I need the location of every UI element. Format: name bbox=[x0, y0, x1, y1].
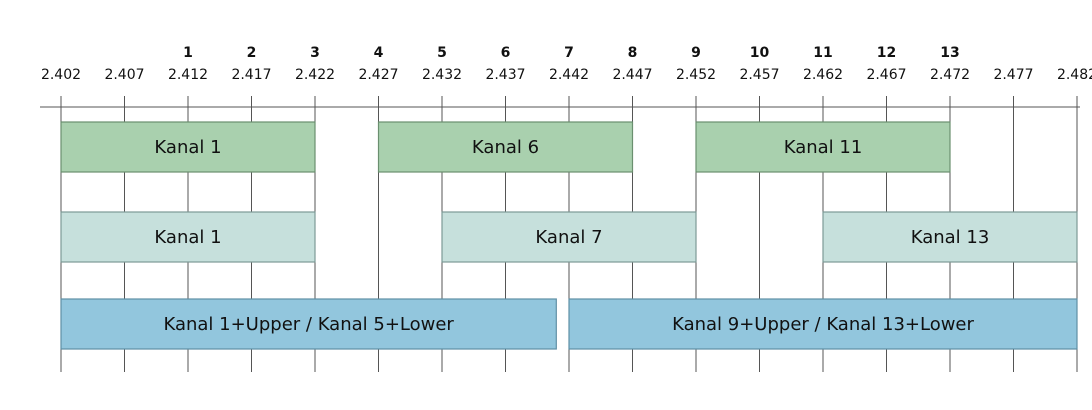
channel-number: 8 bbox=[628, 45, 638, 61]
channel-band bbox=[377, 121, 634, 173]
channel-number: 2 bbox=[247, 45, 257, 61]
channel-band bbox=[60, 121, 316, 173]
label-layer: 2.402 2.407 2.412 2.417 2.422 2.427 2.432 2.437… bbox=[41, 45, 1092, 335]
channel-band bbox=[441, 211, 697, 263]
channel-band-label: Kanal 1+Upper / Kanal 5+Lower bbox=[163, 314, 454, 335]
frequency-label: 2.482 bbox=[1057, 67, 1092, 83]
channel-band-label: Kanal 1 bbox=[154, 137, 221, 158]
frequency-label: 2.467 bbox=[866, 67, 906, 83]
frequency-label: 2.412 bbox=[168, 67, 208, 83]
channel-band-label: Kanal 1 bbox=[154, 227, 221, 248]
channel-number: 7 bbox=[564, 45, 574, 61]
channel-band bbox=[60, 298, 557, 350]
channel-band-label: Kanal 13 bbox=[911, 227, 990, 248]
channel-band bbox=[822, 211, 1078, 263]
frequency-label: 2.447 bbox=[612, 67, 652, 83]
channel-band bbox=[568, 298, 1078, 350]
channel-number: 13 bbox=[940, 45, 959, 61]
channel-number: 12 bbox=[877, 45, 896, 61]
band-layer bbox=[60, 121, 1078, 350]
channel-number: 1 bbox=[183, 45, 193, 61]
channel-band-label: Kanal 11 bbox=[784, 137, 863, 158]
channel-number: 4 bbox=[374, 45, 384, 61]
frequency-label: 2.432 bbox=[422, 67, 462, 83]
frequency-label: 2.457 bbox=[739, 67, 779, 83]
channel-band bbox=[695, 121, 951, 173]
frequency-label: 2.407 bbox=[104, 67, 144, 83]
frequency-label: 2.442 bbox=[549, 67, 589, 83]
frequency-label: 2.427 bbox=[358, 67, 398, 83]
frequency-label: 2.422 bbox=[295, 67, 335, 83]
frequency-label: 2.462 bbox=[803, 67, 843, 83]
frequency-label: 2.402 bbox=[41, 67, 81, 83]
channel-number: 11 bbox=[813, 45, 832, 61]
frequency-label: 2.417 bbox=[231, 67, 271, 83]
frequency-label: 2.452 bbox=[676, 67, 716, 83]
channel-band-label: Kanal 7 bbox=[535, 227, 602, 248]
channel-number: 6 bbox=[501, 45, 511, 61]
frequency-label: 2.472 bbox=[930, 67, 970, 83]
frequency-label: 2.477 bbox=[993, 67, 1033, 83]
channel-number: 10 bbox=[750, 45, 770, 61]
channel-band-label: Kanal 6 bbox=[472, 137, 539, 158]
channel-number: 3 bbox=[310, 45, 320, 61]
channel-number: 9 bbox=[691, 45, 701, 61]
channel-number: 5 bbox=[437, 45, 447, 61]
channel-band bbox=[60, 211, 316, 263]
frequency-label: 2.437 bbox=[485, 67, 525, 83]
channel-band-label: Kanal 9+Upper / Kanal 13+Lower bbox=[672, 314, 974, 335]
